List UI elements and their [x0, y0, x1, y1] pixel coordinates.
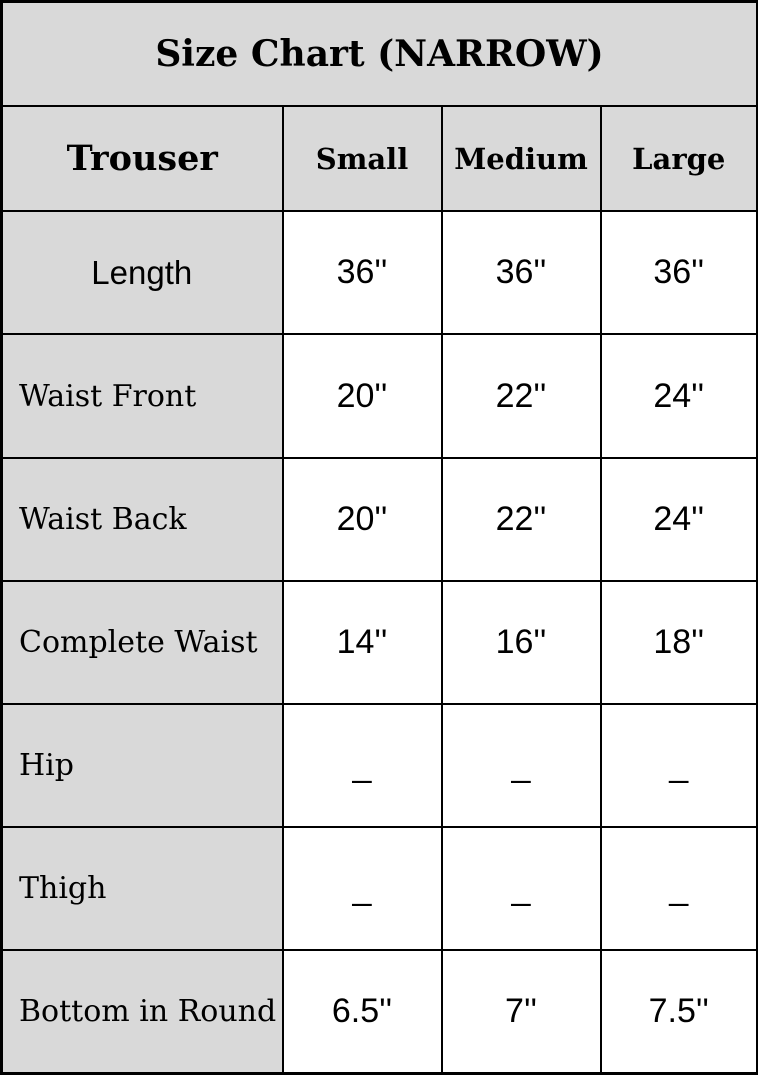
cell-hip-small: _ — [281, 702, 443, 829]
cell-length-small: 36'' — [281, 210, 443, 336]
cell-bottom-in-round-small: 6.5'' — [281, 949, 443, 1075]
cell-waist-back-large: 24'' — [599, 456, 758, 582]
title-row: Size Chart (NARROW) — [0, 0, 758, 107]
cell-thigh-medium: _ — [440, 826, 602, 952]
chart-title: Size Chart (NARROW) — [0, 0, 758, 107]
cell-hip-large: _ — [599, 702, 758, 829]
column-header-trouser: Trouser — [0, 104, 284, 213]
table-row-bottom-in-round: Bottom in Round 6.5'' 7'' 7.5'' — [0, 949, 758, 1075]
row-label-hip: Hip — [0, 702, 284, 829]
cell-complete-waist-small: 14'' — [281, 579, 443, 705]
cell-waist-front-large: 24'' — [599, 333, 758, 459]
row-label-waist-back: Waist Back — [0, 456, 284, 582]
cell-thigh-large: _ — [599, 826, 758, 952]
cell-length-medium: 36'' — [440, 210, 602, 336]
row-label-complete-waist: Complete Waist — [0, 579, 284, 705]
column-header-small: Small — [281, 104, 443, 213]
cell-waist-front-small: 20'' — [281, 333, 443, 459]
table-row-complete-waist: Complete Waist 14'' 16'' 18'' — [0, 579, 758, 705]
table-row-length: Length 36'' 36'' 36'' — [0, 210, 758, 336]
row-label-waist-front: Waist Front — [0, 333, 284, 459]
cell-bottom-in-round-large: 7.5'' — [599, 949, 758, 1075]
table-row-thigh: Thigh _ _ _ — [0, 826, 758, 952]
table-row-waist-back: Waist Back 20'' 22'' 24'' — [0, 456, 758, 582]
cell-thigh-small: _ — [281, 826, 443, 952]
cell-length-large: 36'' — [599, 210, 758, 336]
row-label-length: Length — [0, 210, 284, 336]
row-label-bottom-in-round: Bottom in Round — [0, 949, 284, 1075]
table-row-hip: Hip _ _ _ — [0, 702, 758, 829]
column-header-large: Large — [599, 104, 758, 213]
cell-waist-back-small: 20'' — [281, 456, 443, 582]
cell-bottom-in-round-medium: 7'' — [440, 949, 602, 1075]
column-header-medium: Medium — [440, 104, 602, 213]
cell-hip-medium: _ — [440, 702, 602, 829]
cell-complete-waist-large: 18'' — [599, 579, 758, 705]
cell-waist-front-medium: 22'' — [440, 333, 602, 459]
header-row: Trouser Small Medium Large — [0, 104, 758, 213]
row-label-thigh: Thigh — [0, 826, 284, 952]
cell-complete-waist-medium: 16'' — [440, 579, 602, 705]
cell-waist-back-medium: 22'' — [440, 456, 602, 582]
table-row-waist-front: Waist Front 20'' 22'' 24'' — [0, 333, 758, 459]
